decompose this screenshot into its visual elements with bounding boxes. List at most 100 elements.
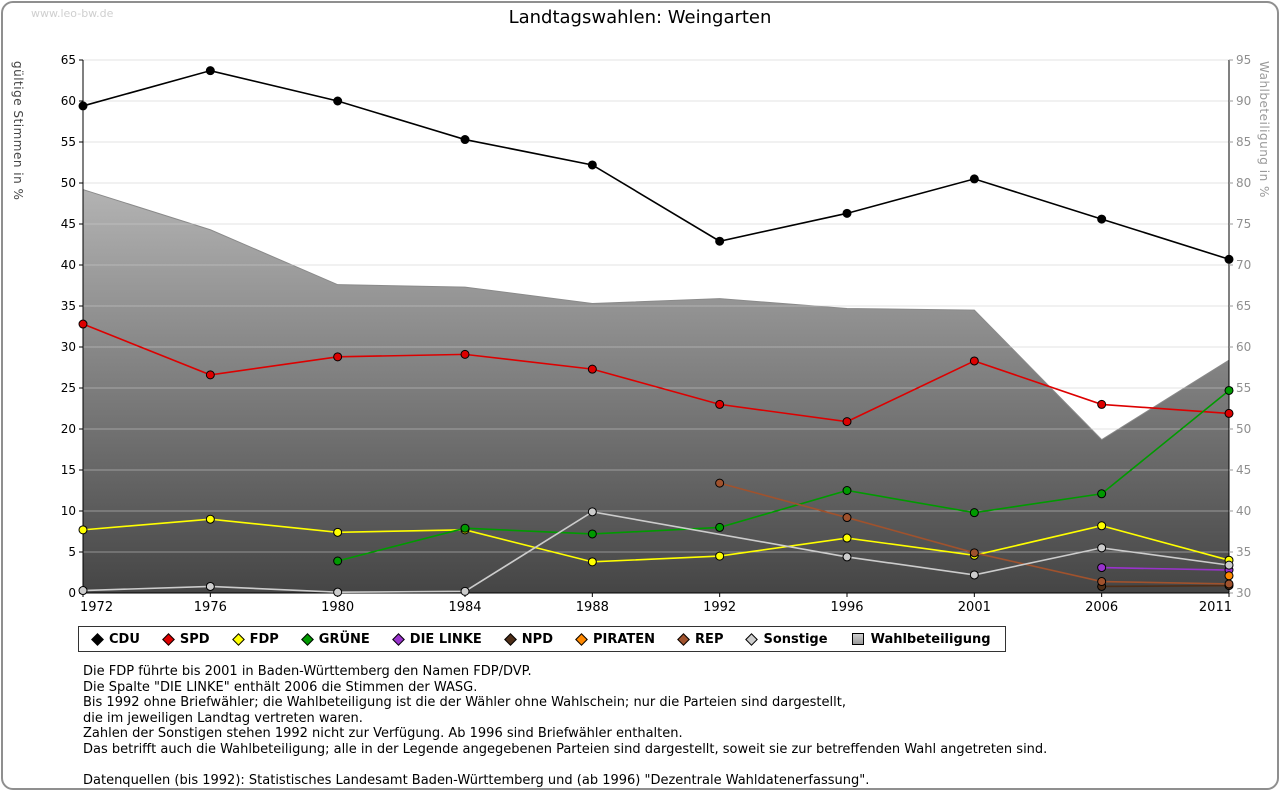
- data-point-grüne: [460, 523, 470, 533]
- right-tick-label: 40: [1236, 504, 1251, 518]
- right-tick-label: 90: [1236, 94, 1251, 108]
- left-tick-label: 30: [61, 340, 76, 354]
- left-tick-label: 0: [68, 586, 76, 600]
- legend-marker-diamond: [300, 632, 314, 646]
- series-line-fdp: [82, 518, 1230, 563]
- left-axis-title: gültige Stimmen in %: [11, 61, 25, 201]
- x-tick-label: 2011: [1199, 600, 1232, 615]
- footnote-source: Datenquellen (bis 1992): Statistisches L…: [83, 772, 870, 788]
- data-point-fdp: [587, 557, 597, 567]
- series-line-cdu: [82, 69, 1230, 261]
- data-point-piraten: [1224, 571, 1234, 581]
- footnote-line: Das betrifft auch die Wahlbeteiligung; a…: [83, 741, 1048, 757]
- left-tick-label: 5: [68, 545, 76, 559]
- series-line-die-linke: [1101, 566, 1230, 571]
- data-point-sonstige: [969, 570, 979, 580]
- data-point-cdu: [333, 96, 343, 106]
- legend-label: CDU: [109, 631, 140, 647]
- data-point-cdu: [842, 208, 852, 218]
- data-point-grüne: [842, 486, 852, 495]
- data-point-grüne: [715, 522, 725, 532]
- right-tick-label: 35: [1236, 545, 1251, 559]
- legend-label: SPD: [179, 631, 210, 647]
- footnote-line: Die Spalte "DIE LINKE" enthält 2006 die …: [83, 679, 478, 695]
- legend-label: NPD: [521, 631, 553, 647]
- legend-marker-diamond: [575, 632, 588, 646]
- data-point-spd: [587, 364, 597, 374]
- page-title: Landtagswahlen: Weingarten: [508, 7, 772, 28]
- left-tick-label: 10: [61, 504, 76, 518]
- right-tick-label: 60: [1236, 340, 1251, 354]
- legend-marker-diamond: [503, 632, 517, 646]
- data-point-spd: [333, 352, 343, 362]
- x-tick-label: 1984: [448, 600, 481, 615]
- data-point-cdu: [1097, 214, 1107, 224]
- right-tick-label: 45: [1236, 463, 1251, 477]
- right-axis-title: Wahlbeteiligung in %: [1257, 61, 1271, 198]
- data-point-fdp: [205, 514, 215, 524]
- left-tick-label: 35: [61, 299, 76, 313]
- x-tick-label: 1992: [703, 600, 736, 615]
- data-point-grüne: [1224, 385, 1234, 395]
- data-point-spd: [969, 356, 979, 366]
- right-tick-label: 30: [1236, 586, 1251, 600]
- right-tick-label: 50: [1236, 422, 1251, 436]
- footnote-line: Bis 1992 ohne Briefwähler; die Wahlbetei…: [83, 695, 846, 710]
- data-point-rep: [842, 513, 852, 523]
- legend-label: GRÜNE: [318, 631, 370, 647]
- left-tick-label: 25: [61, 381, 76, 395]
- data-point-rep: [969, 548, 979, 558]
- x-tick-label: 2001: [958, 600, 991, 615]
- legend-item-rep: REP: [677, 631, 724, 647]
- area-edge: [82, 189, 1230, 441]
- right-tick-label: 70: [1236, 258, 1251, 272]
- area-wahlbeteiligung: [83, 189, 1229, 593]
- data-point-sonstige: [78, 586, 88, 596]
- footnote-spacer: [83, 757, 1047, 773]
- left-tick-label: 20: [61, 422, 76, 436]
- data-point-sonstige: [1224, 560, 1234, 570]
- legend-item-wahlbeteiligung: Wahlbeteiligung: [851, 632, 991, 647]
- legend-marker-diamond: [162, 632, 175, 646]
- legend-item-fdp: FDP: [231, 631, 279, 647]
- x-tick-label: 2006: [1085, 600, 1118, 615]
- data-point-sonstige: [587, 507, 597, 517]
- data-point-rep: [1224, 579, 1234, 589]
- data-point-grüne: [587, 529, 597, 539]
- series-line-grüne: [337, 389, 1230, 562]
- legend-item-npd: NPD: [503, 631, 553, 647]
- data-point-cdu: [1224, 254, 1234, 264]
- data-point-spd: [1224, 408, 1234, 418]
- left-tick-label: 60: [61, 94, 76, 108]
- data-point-sonstige: [460, 586, 470, 596]
- right-tick-label: 65: [1236, 299, 1251, 313]
- data-point-cdu: [969, 174, 979, 184]
- data-point-fdp: [715, 551, 725, 561]
- x-tick-label: 1996: [830, 600, 863, 615]
- legend-label: FDP: [249, 631, 279, 647]
- data-point-cdu: [78, 101, 88, 111]
- data-point-fdp: [842, 533, 852, 543]
- data-point-cdu: [460, 135, 470, 145]
- data-point-rep: [1097, 577, 1107, 587]
- legend-item-sonstige: Sonstige: [745, 632, 828, 647]
- legend-label: DIE LINKE: [409, 631, 482, 647]
- left-tick-label: 65: [61, 53, 76, 67]
- legend-marker-diamond: [391, 632, 405, 646]
- footnote-line: die im jeweiligen Landtag vertreten ware…: [83, 710, 363, 726]
- data-point-spd: [1097, 399, 1107, 409]
- legend-marker-diamond: [91, 632, 104, 646]
- legend-item-cdu: CDU: [91, 631, 140, 647]
- legend-label: REP: [695, 631, 724, 647]
- series-line-spd: [82, 323, 1230, 423]
- data-point-cdu: [587, 160, 597, 170]
- data-point-spd: [460, 349, 470, 359]
- legend-marker-diamond: [231, 632, 245, 646]
- right-tick-label: 85: [1236, 135, 1251, 149]
- x-tick-label: 1972: [80, 600, 113, 615]
- data-point-fdp: [1097, 521, 1107, 531]
- data-point-spd: [205, 370, 215, 380]
- data-point-die-linke: [1097, 563, 1107, 573]
- data-point-sonstige: [333, 587, 343, 597]
